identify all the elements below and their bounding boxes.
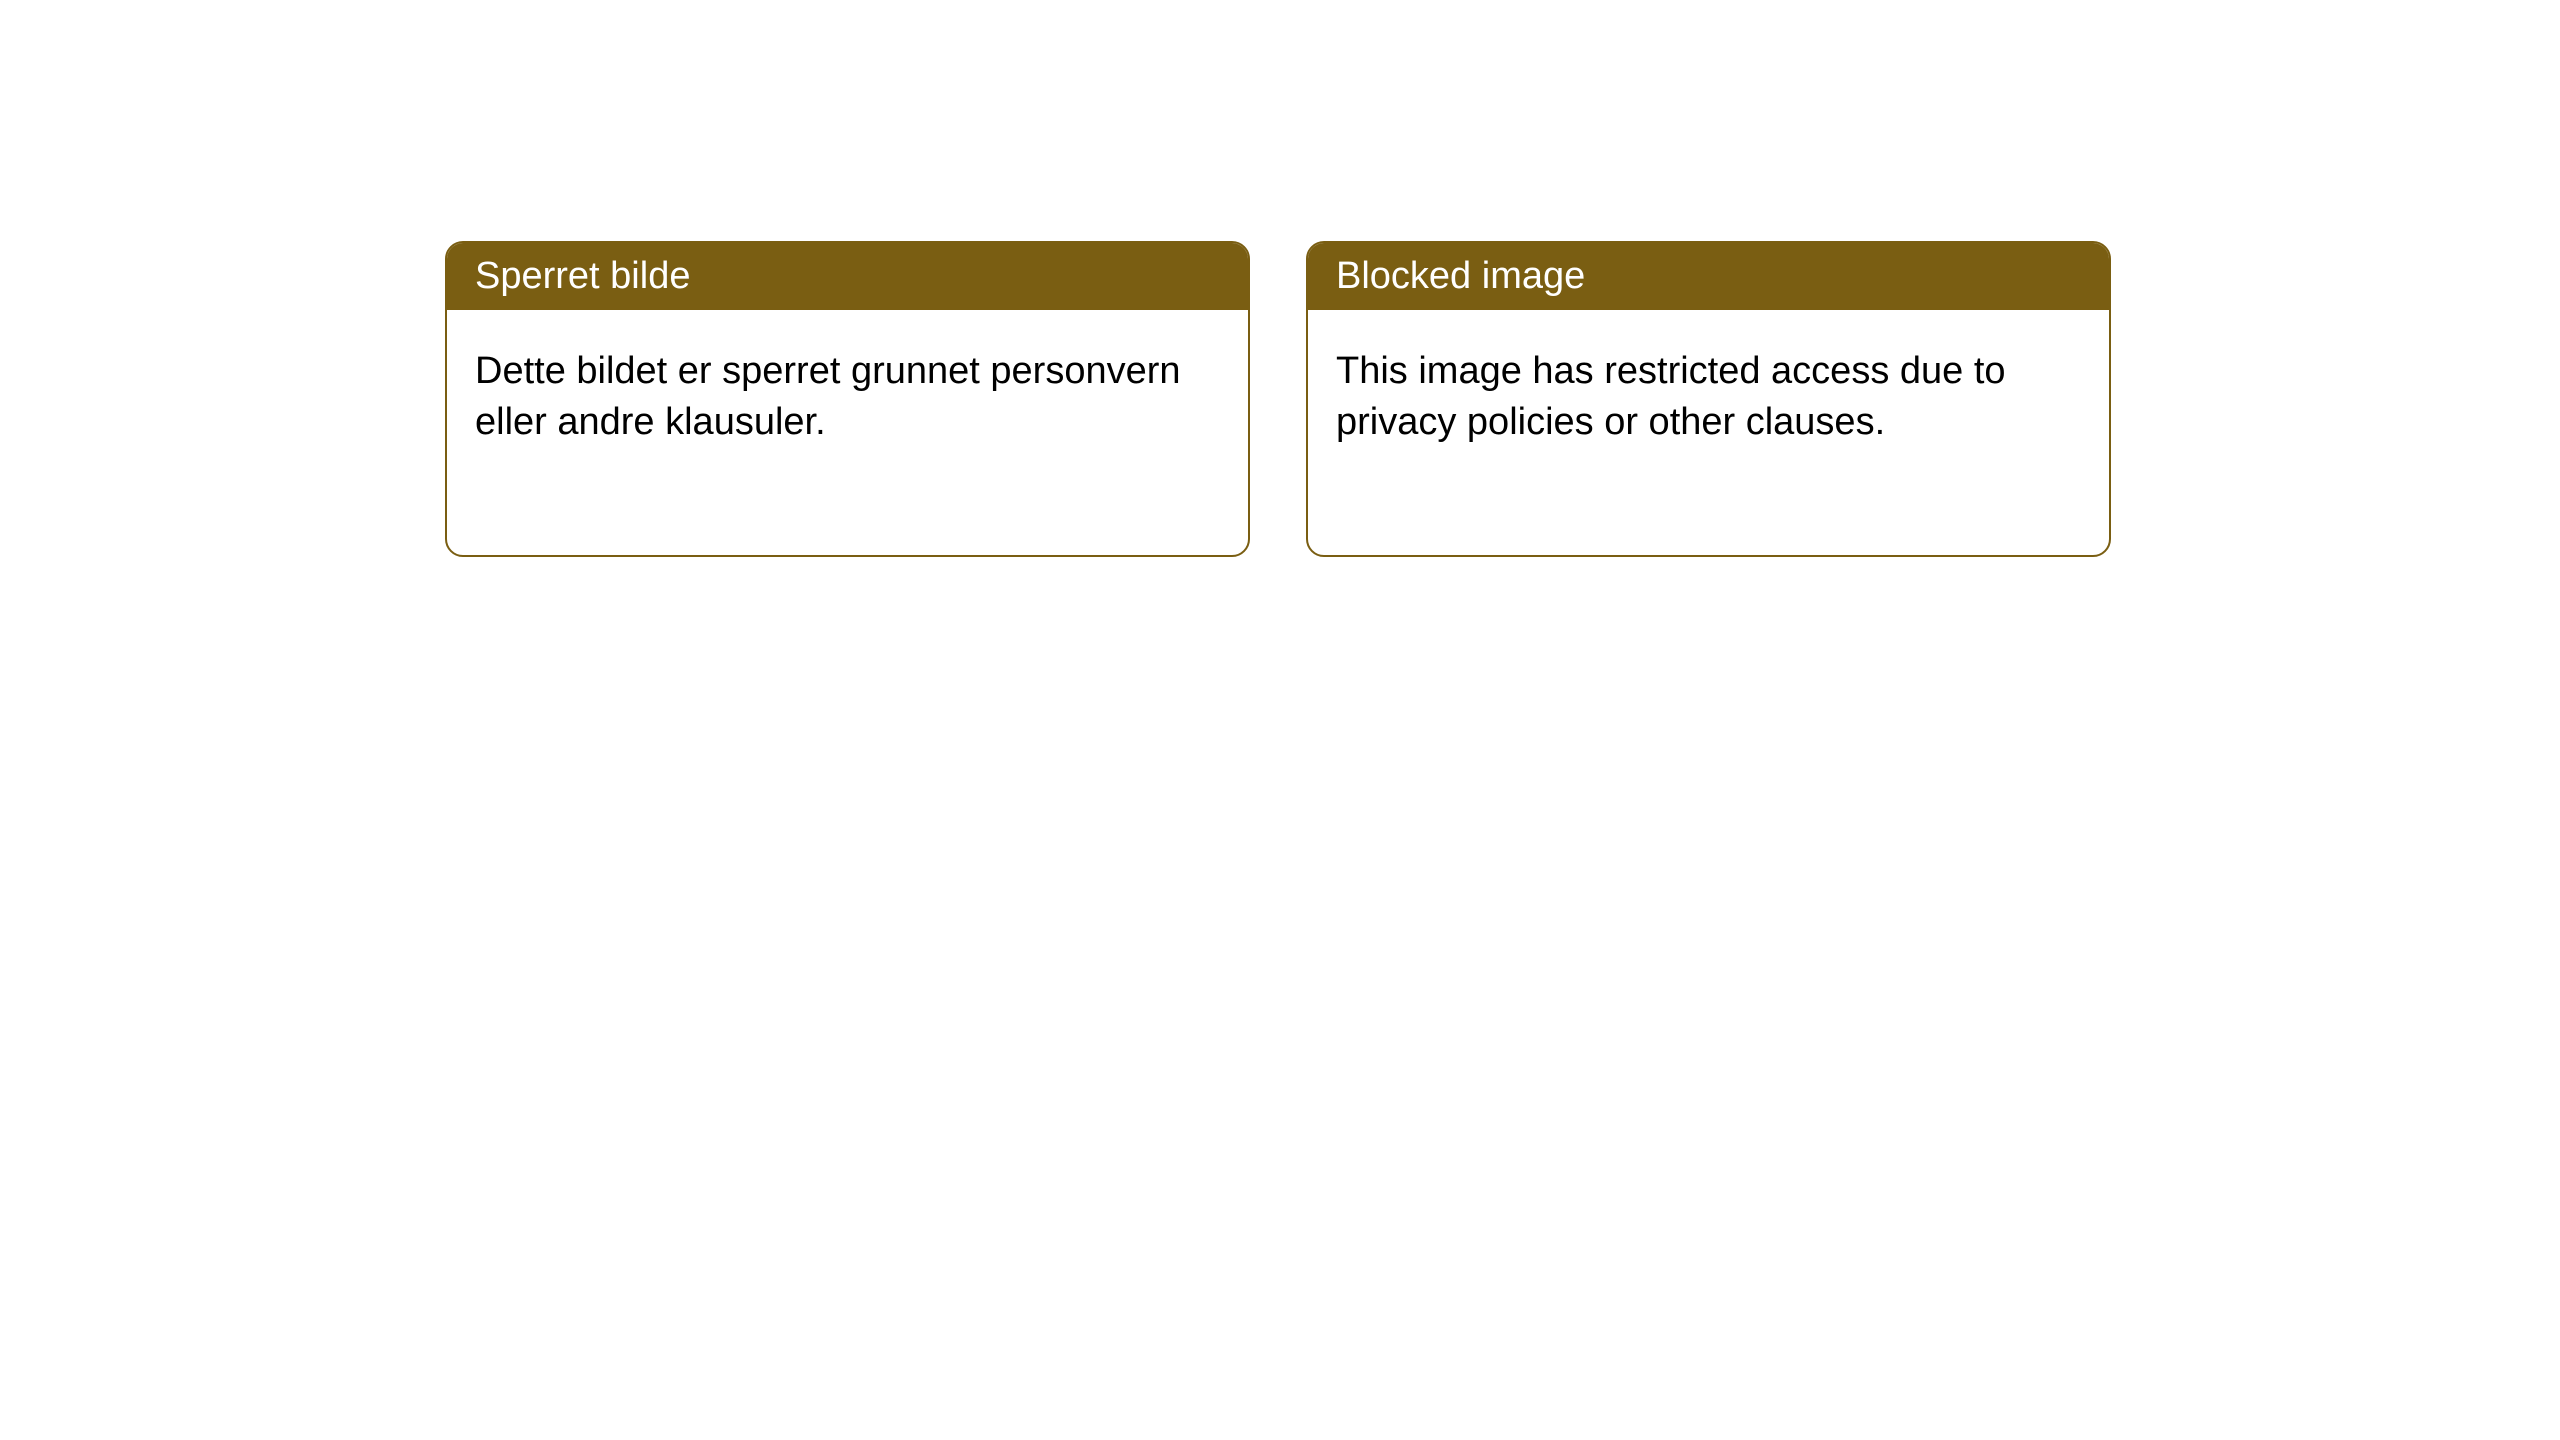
notice-header: Sperret bilde xyxy=(447,243,1248,310)
notice-header: Blocked image xyxy=(1308,243,2109,310)
notice-body: This image has restricted access due to … xyxy=(1308,310,2109,555)
notice-container: Sperret bilde Dette bildet er sperret gr… xyxy=(0,0,2560,557)
notice-card-norwegian: Sperret bilde Dette bildet er sperret gr… xyxy=(445,241,1250,557)
notice-body: Dette bildet er sperret grunnet personve… xyxy=(447,310,1248,555)
notice-card-english: Blocked image This image has restricted … xyxy=(1306,241,2111,557)
